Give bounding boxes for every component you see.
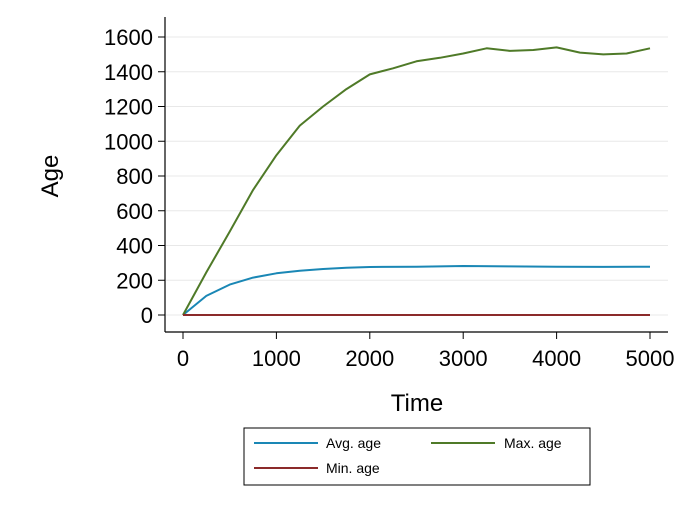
- y-tick-label: 1000: [104, 129, 153, 154]
- legend-label-avg-age: Avg. age: [326, 435, 381, 451]
- y-tick-label: 600: [116, 199, 153, 224]
- y-tick-label: 1600: [104, 25, 153, 50]
- x-tick-label: 5000: [626, 346, 675, 371]
- x-tick-label: 0: [177, 346, 189, 371]
- y-tick-label: 400: [116, 234, 153, 259]
- x-tick-label: 1000: [252, 346, 301, 371]
- y-tick-label: 200: [116, 268, 153, 293]
- y-tick-label: 1400: [104, 60, 153, 85]
- y-tick-label: 1200: [104, 95, 153, 120]
- x-axis-title: Time: [391, 390, 443, 417]
- legend-label-min-age: Min. age: [326, 460, 380, 476]
- y-tick-label: 800: [116, 164, 153, 189]
- y-axis-title: Age: [37, 155, 64, 198]
- axes: [164, 17, 668, 333]
- y-tick-label: 0: [141, 303, 153, 328]
- x-tick-label: 3000: [439, 346, 488, 371]
- x-tick-label: 4000: [532, 346, 581, 371]
- x-ticks: 0 1000 2000 3000 4000 5000: [177, 332, 675, 371]
- x-tick-label: 2000: [345, 346, 394, 371]
- legend: Avg. age Max. age Min. age: [243, 427, 591, 486]
- series-line-max-age: [182, 46, 651, 316]
- y-ticks: 0 200 400 600 800 1000 1200 1400 1600: [104, 25, 165, 328]
- series-line-avg-age: [182, 265, 651, 316]
- series-lines: [182, 46, 651, 316]
- legend-box: [243, 427, 591, 486]
- legend-label-max-age: Max. age: [504, 435, 562, 451]
